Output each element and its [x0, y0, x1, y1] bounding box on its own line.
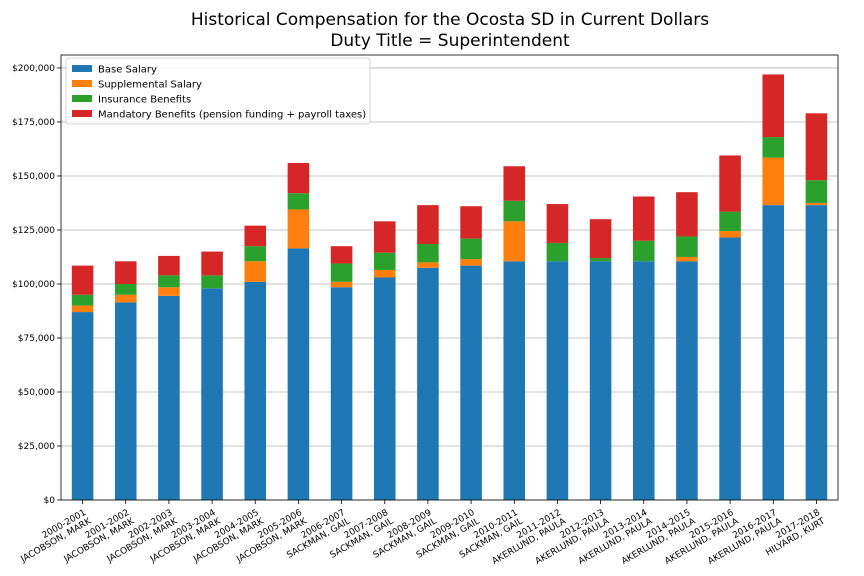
bar-segment — [71, 265, 94, 295]
bar-segment — [244, 225, 267, 247]
legend-box — [65, 57, 371, 125]
bar-segment — [114, 283, 137, 295]
legend-swatch — [72, 80, 92, 87]
bar-segment — [244, 261, 267, 282]
bar-segment — [503, 200, 526, 222]
bar-segment — [373, 221, 396, 253]
bar-segment — [589, 219, 612, 259]
bar-segment — [287, 163, 310, 194]
bar-segment — [719, 237, 741, 500]
bar-segment — [805, 113, 828, 181]
legend: Base Salary Supplemental Salary Insurance … — [65, 57, 371, 125]
bar-segment — [114, 302, 137, 500]
bar-segment — [805, 205, 828, 501]
y-tick-label: $125,000 — [12, 226, 55, 236]
bar-segment — [158, 275, 180, 288]
x-tick-label: 2000-2001JACOBSON, MARK — [14, 507, 94, 565]
bar-segment — [373, 269, 396, 278]
bar-segment — [589, 258, 612, 262]
bar-segment — [330, 246, 353, 264]
bar-segment — [460, 206, 482, 239]
bar-segment — [762, 205, 785, 501]
bar-segment — [632, 196, 655, 241]
bar-segment — [762, 157, 785, 206]
bar-segment — [201, 288, 223, 500]
bar-segment — [373, 252, 396, 270]
chart-title: Historical Compensation for the Ocosta S… — [191, 10, 709, 30]
bar-segment — [719, 211, 741, 232]
bar-segment — [244, 281, 267, 500]
bar-segment — [676, 236, 698, 257]
legend-swatch — [72, 65, 92, 72]
bar-segment — [417, 205, 439, 245]
bar-segment — [676, 256, 698, 262]
bar-segment — [287, 248, 310, 500]
bar-segment — [503, 166, 526, 201]
bar-segment — [287, 193, 310, 210]
y-tick-label: $175,000 — [12, 118, 55, 128]
bar-segment — [719, 231, 741, 238]
legend-label: Insurance Benefits — [98, 95, 191, 106]
bar-segment — [244, 246, 267, 262]
bar-segment — [114, 261, 137, 284]
bar-segment — [158, 295, 180, 500]
bar-segment — [373, 277, 396, 500]
bar-segment — [805, 202, 828, 206]
bar-segment — [503, 221, 526, 262]
bar-segment — [632, 261, 655, 500]
bar-segment — [632, 240, 655, 262]
bar-segment — [676, 261, 698, 500]
y-tick-label: $100,000 — [12, 280, 55, 290]
bar-segment — [71, 312, 94, 500]
bar-segment — [503, 261, 526, 500]
y-tick-label: $75,000 — [18, 334, 55, 344]
y-tick-label: $150,000 — [12, 172, 55, 182]
bar-segment — [460, 265, 482, 500]
bar-segment — [805, 180, 828, 203]
legend-swatch — [72, 110, 92, 117]
gridlines — [61, 67, 838, 501]
y-tick-label: $25,000 — [18, 442, 55, 452]
bar-segment — [589, 261, 612, 500]
bar-segment — [676, 192, 698, 237]
bar-segment — [417, 262, 439, 268]
bar-segment — [719, 155, 741, 212]
legend-label: Supplemental Salary — [98, 80, 202, 91]
bar-segment — [330, 281, 353, 288]
bar-segment — [460, 238, 482, 260]
legend-swatch — [72, 95, 92, 102]
bar-segment — [287, 209, 310, 249]
y-tick-label: $50,000 — [18, 388, 55, 398]
bar-segment — [546, 261, 569, 500]
bar-segment — [417, 244, 439, 263]
bar-segment — [114, 294, 137, 303]
bar-segment — [460, 259, 482, 266]
bar-segment — [546, 204, 569, 243]
y-tick-label: $200,000 — [12, 64, 55, 74]
y-tick-label: $0 — [44, 496, 56, 506]
bar-segment — [158, 255, 180, 276]
legend-label: Base Salary — [98, 65, 157, 76]
bar-segment — [330, 287, 353, 500]
bar-segment — [762, 74, 785, 138]
bar-segment — [330, 263, 353, 282]
bar-segment — [201, 251, 223, 276]
bar-segment — [158, 287, 180, 296]
legend-label: Mandatory Benefits (pension funding + pa… — [98, 110, 366, 121]
chart-subtitle: Duty Title = Superintendent — [330, 31, 570, 51]
bars — [71, 74, 828, 501]
plot-frame — [60, 54, 839, 501]
bar-segment — [417, 267, 439, 500]
bar-segment — [546, 242, 569, 262]
bar-segment — [762, 137, 785, 158]
bar-segment — [201, 275, 223, 289]
bar-segment — [71, 305, 94, 313]
bar-segment — [71, 294, 94, 306]
